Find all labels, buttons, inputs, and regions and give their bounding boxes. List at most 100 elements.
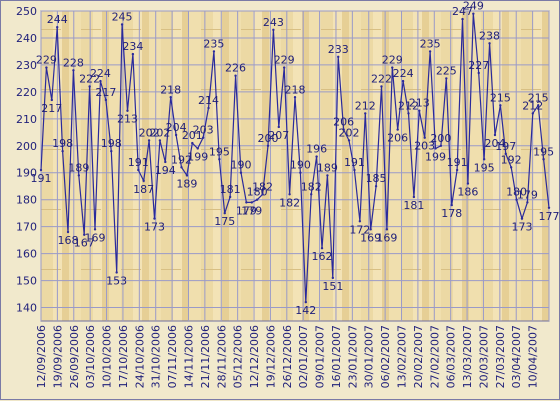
data-point <box>293 96 297 99</box>
data-label: 244 <box>47 13 68 26</box>
data-point <box>250 201 253 204</box>
data-label: 179 <box>236 204 257 217</box>
x-tick-label: 06/03/2007 <box>445 325 458 388</box>
data-label: 212 <box>398 99 419 112</box>
data-label: 179 <box>517 188 538 201</box>
x-tick-label: 12/12/2006 <box>248 325 261 388</box>
data-point <box>218 158 221 161</box>
data-point <box>115 271 118 274</box>
x-tick-label: 03/10/2006 <box>84 325 97 388</box>
data-label: 215 <box>528 91 549 104</box>
data-point <box>477 71 480 75</box>
data-point <box>493 133 497 137</box>
data-point <box>234 74 237 77</box>
data-point <box>385 228 389 231</box>
data-label: 217 <box>41 102 62 115</box>
data-label: 151 <box>322 280 343 293</box>
data-point <box>239 171 243 174</box>
data-label: 229 <box>382 54 403 67</box>
y-tick-label: 200 <box>16 140 37 153</box>
data-point <box>315 155 318 158</box>
data-label: 181 <box>220 183 241 196</box>
data-point <box>320 247 324 250</box>
data-label: 218 <box>160 83 181 96</box>
data-label: 200 <box>430 132 451 145</box>
data-label: 167 <box>74 237 95 250</box>
data-point <box>174 133 178 137</box>
data-label: 173 <box>144 221 165 234</box>
data-point <box>255 198 259 201</box>
data-point <box>515 198 518 201</box>
data-point <box>88 85 91 88</box>
x-tick-label: 02/01/2007 <box>297 325 310 388</box>
data-label: 162 <box>312 250 333 263</box>
x-tick-label: 07/11/2006 <box>166 325 179 388</box>
data-label: 172 <box>349 223 370 236</box>
data-point <box>509 166 513 169</box>
data-label: 197 <box>495 140 516 153</box>
data-point <box>455 168 459 172</box>
data-label: 203 <box>414 140 435 153</box>
data-point <box>164 160 167 164</box>
x-tick-label: 27/02/2007 <box>428 325 441 388</box>
data-label: 225 <box>436 64 457 77</box>
data-label: 199 <box>187 150 208 163</box>
data-point <box>304 300 308 304</box>
data-label: 229 <box>274 54 295 67</box>
x-tick-label: 30/01/2007 <box>363 325 376 388</box>
data-label: 235 <box>420 37 441 50</box>
data-point <box>45 66 48 69</box>
data-point <box>542 158 545 161</box>
data-point <box>201 136 205 139</box>
data-point <box>374 185 378 188</box>
data-label: 213 <box>409 97 430 110</box>
x-tick-label: 12/09/2006 <box>35 325 48 388</box>
y-tick-label: 150 <box>16 275 37 288</box>
data-label: 207 <box>268 129 289 142</box>
data-label: 224 <box>90 67 111 80</box>
data-point <box>412 195 416 199</box>
data-label: 194 <box>155 164 176 177</box>
data-point <box>347 139 351 142</box>
data-point <box>461 17 464 21</box>
data-point <box>418 109 421 112</box>
data-point <box>228 195 232 199</box>
data-label: 169 <box>376 231 397 244</box>
data-point <box>61 149 64 153</box>
data-point <box>158 139 162 142</box>
data-point <box>126 109 129 112</box>
x-tick-label: 17/10/2006 <box>117 325 130 388</box>
data-point <box>380 85 383 88</box>
data-label: 204 <box>484 137 505 150</box>
data-point <box>358 220 362 223</box>
data-label: 185 <box>366 172 387 185</box>
data-label: 192 <box>171 153 192 166</box>
data-label: 191 <box>31 172 52 185</box>
data-label: 191 <box>128 156 149 169</box>
x-tick-label: 19/12/2006 <box>264 325 277 388</box>
data-label: 226 <box>225 62 246 75</box>
data-label: 192 <box>501 153 522 166</box>
y-tick-label: 160 <box>16 248 37 261</box>
data-point <box>326 174 329 177</box>
data-label: 186 <box>457 186 478 199</box>
data-point <box>499 104 502 107</box>
data-point <box>434 147 437 150</box>
x-tick-label: 13/03/2007 <box>461 325 474 388</box>
data-label: 222 <box>79 72 100 85</box>
data-point <box>277 125 280 129</box>
data-label: 191 <box>447 156 468 169</box>
data-point <box>191 141 194 145</box>
data-point <box>428 50 432 53</box>
data-label: 206 <box>333 116 354 129</box>
x-tick-label: 31/10/2006 <box>150 325 163 388</box>
data-point <box>342 128 345 131</box>
data-point <box>282 66 286 69</box>
data-label: 169 <box>360 231 381 244</box>
data-label: 168 <box>58 234 79 247</box>
x-tick-label: 09/01/2007 <box>314 325 327 388</box>
data-label: 212 <box>522 99 543 112</box>
data-label: 142 <box>295 304 316 317</box>
data-label: 196 <box>306 143 327 156</box>
